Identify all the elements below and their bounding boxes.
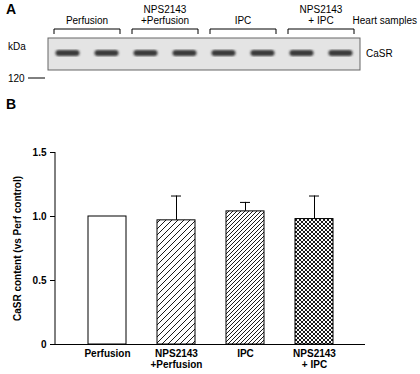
svg-text:0.5: 0.5 xyxy=(33,275,47,286)
svg-text:120: 120 xyxy=(8,73,25,84)
svg-text:1.5: 1.5 xyxy=(33,147,47,158)
svg-text:A: A xyxy=(6,1,16,17)
svg-text:Heart samples: Heart samples xyxy=(353,15,417,26)
svg-text:NPS2143+Perfusion: NPS2143+Perfusion xyxy=(151,348,203,370)
html-text:B: B xyxy=(6,96,17,112)
svg-text:IPC: IPC xyxy=(237,348,254,359)
svg-text:Perfusion: Perfusion xyxy=(66,15,108,26)
svg-text:NPS2143+ IPC: NPS2143+ IPC xyxy=(293,348,336,370)
svg-text:0: 0 xyxy=(41,339,47,350)
svg-text:IPC: IPC xyxy=(235,15,252,26)
svg-text:NPS2143: NPS2143 xyxy=(144,4,187,15)
svg-text:1.0: 1.0 xyxy=(33,211,47,222)
svg-text:CaSR: CaSR xyxy=(366,48,393,59)
svg-text:kDa: kDa xyxy=(8,41,26,52)
svg-text:+ IPC: + IPC xyxy=(308,15,333,26)
svg-text:NPS2143: NPS2143 xyxy=(300,4,343,15)
svg-text:Perfusion: Perfusion xyxy=(84,348,130,359)
svg-text:+Perfusion: +Perfusion xyxy=(141,15,189,26)
svg-text:CaSR content (vs Perf control): CaSR content (vs Perf control) xyxy=(12,176,23,321)
